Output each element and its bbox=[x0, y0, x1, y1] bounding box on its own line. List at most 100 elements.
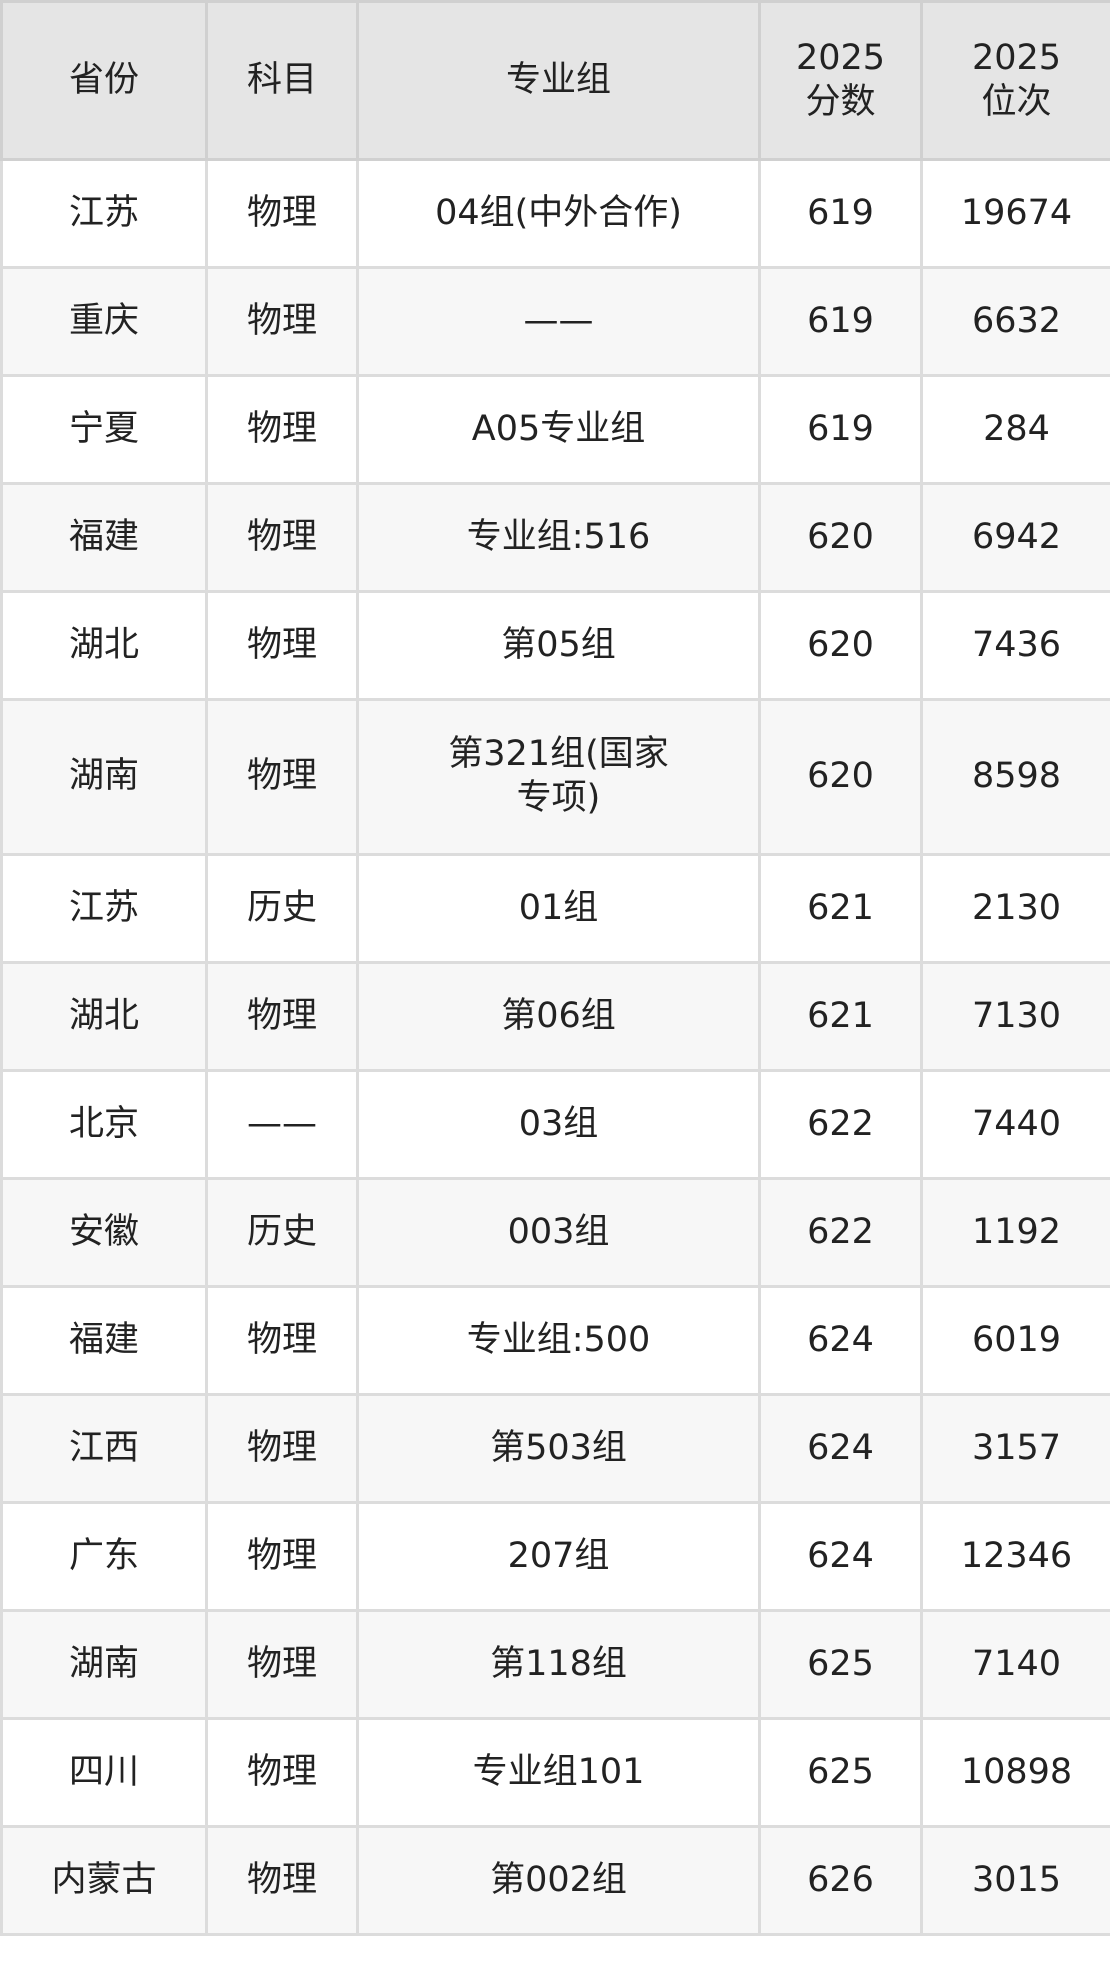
cell-major-group: 第118组 bbox=[356, 1609, 761, 1720]
cell-score: 620 bbox=[758, 482, 923, 593]
admission-score-table: 省份 科目 专业组 2025 分数 2025 位次 江苏 物理 04组(中外合作) 6… bbox=[0, 0, 1110, 1936]
cell-score: 624 bbox=[758, 1501, 923, 1612]
cell-rank: 6019 bbox=[920, 1285, 1110, 1396]
cell-major-group: 01组 bbox=[356, 853, 761, 964]
cell-score: 624 bbox=[758, 1393, 923, 1504]
cell-province: 重庆 bbox=[0, 266, 208, 377]
table-row: 福建 物理 专业组:516 620 6942 bbox=[0, 482, 1110, 593]
cell-rank: 7140 bbox=[920, 1609, 1110, 1720]
cell-major-group: 第321组(国家专项) bbox=[356, 698, 761, 856]
table-row: 宁夏 物理 A05专业组 619 284 bbox=[0, 374, 1110, 485]
cell-major-group: 第06组 bbox=[356, 961, 761, 1072]
cell-score: 622 bbox=[758, 1069, 923, 1180]
cell-province: 江苏 bbox=[0, 158, 208, 269]
cell-score: 621 bbox=[758, 853, 923, 964]
header-subject: 科目 bbox=[205, 0, 359, 161]
cell-subject: 物理 bbox=[205, 1825, 359, 1936]
cell-score: 619 bbox=[758, 158, 923, 269]
cell-rank: 19674 bbox=[920, 158, 1110, 269]
cell-province: 四川 bbox=[0, 1717, 208, 1828]
cell-score: 625 bbox=[758, 1609, 923, 1720]
cell-rank: 7436 bbox=[920, 590, 1110, 701]
cell-major-group: 03组 bbox=[356, 1069, 761, 1180]
cell-province: 广东 bbox=[0, 1501, 208, 1612]
cell-province: 安徽 bbox=[0, 1177, 208, 1288]
cell-province: 湖北 bbox=[0, 961, 208, 1072]
cell-major-group: 207组 bbox=[356, 1501, 761, 1612]
table-row: 湖北 物理 第06组 621 7130 bbox=[0, 961, 1110, 1072]
cell-major-group: 专业组:500 bbox=[356, 1285, 761, 1396]
cell-major-group: 第503组 bbox=[356, 1393, 761, 1504]
cell-score: 621 bbox=[758, 961, 923, 1072]
cell-rank: 1192 bbox=[920, 1177, 1110, 1288]
cell-major-group: 第002组 bbox=[356, 1825, 761, 1936]
header-score: 2025 分数 bbox=[758, 0, 923, 161]
cell-subject: 物理 bbox=[205, 590, 359, 701]
cell-score: 620 bbox=[758, 698, 923, 856]
cell-rank: 284 bbox=[920, 374, 1110, 485]
cell-province: 江苏 bbox=[0, 853, 208, 964]
cell-rank: 3157 bbox=[920, 1393, 1110, 1504]
cell-score: 619 bbox=[758, 266, 923, 377]
cell-major-group: 专业组:516 bbox=[356, 482, 761, 593]
header-province: 省份 bbox=[0, 0, 208, 161]
table-row: 四川 物理 专业组101 625 10898 bbox=[0, 1717, 1110, 1828]
cell-rank: 6632 bbox=[920, 266, 1110, 377]
cell-province: 北京 bbox=[0, 1069, 208, 1180]
table-row: 湖南 物理 第118组 625 7140 bbox=[0, 1609, 1110, 1720]
table-row: 广东 物理 207组 624 12346 bbox=[0, 1501, 1110, 1612]
cell-subject: 物理 bbox=[205, 1609, 359, 1720]
header-rank: 2025 位次 bbox=[920, 0, 1110, 161]
table-row: 江苏 历史 01组 621 2130 bbox=[0, 853, 1110, 964]
cell-rank: 8598 bbox=[920, 698, 1110, 856]
table-row: 福建 物理 专业组:500 624 6019 bbox=[0, 1285, 1110, 1396]
cell-major-group: A05专业组 bbox=[356, 374, 761, 485]
table-row: 江苏 物理 04组(中外合作) 619 19674 bbox=[0, 158, 1110, 269]
cell-rank: 3015 bbox=[920, 1825, 1110, 1936]
cell-province: 湖北 bbox=[0, 590, 208, 701]
header-major-group: 专业组 bbox=[356, 0, 761, 161]
cell-rank: 10898 bbox=[920, 1717, 1110, 1828]
cell-province: 湖南 bbox=[0, 1609, 208, 1720]
table-row: 湖北 物理 第05组 620 7436 bbox=[0, 590, 1110, 701]
table-row: 江西 物理 第503组 624 3157 bbox=[0, 1393, 1110, 1504]
cell-province: 湖南 bbox=[0, 698, 208, 856]
cell-major-group: 003组 bbox=[356, 1177, 761, 1288]
cell-rank: 7440 bbox=[920, 1069, 1110, 1180]
cell-subject: 物理 bbox=[205, 158, 359, 269]
cell-subject: 物理 bbox=[205, 1393, 359, 1504]
cell-province: 福建 bbox=[0, 1285, 208, 1396]
cell-score: 619 bbox=[758, 374, 923, 485]
cell-score: 620 bbox=[758, 590, 923, 701]
cell-subject: 历史 bbox=[205, 1177, 359, 1288]
cell-subject: 历史 bbox=[205, 853, 359, 964]
cell-major-group: 04组(中外合作) bbox=[356, 158, 761, 269]
cell-province: 内蒙古 bbox=[0, 1825, 208, 1936]
cell-score: 624 bbox=[758, 1285, 923, 1396]
cell-subject: 物理 bbox=[205, 374, 359, 485]
cell-score: 626 bbox=[758, 1825, 923, 1936]
cell-province: 宁夏 bbox=[0, 374, 208, 485]
cell-subject: 物理 bbox=[205, 482, 359, 593]
cell-province: 江西 bbox=[0, 1393, 208, 1504]
table-row: 安徽 历史 003组 622 1192 bbox=[0, 1177, 1110, 1288]
cell-major-group: 专业组101 bbox=[356, 1717, 761, 1828]
table-row: 内蒙古 物理 第002组 626 3015 bbox=[0, 1825, 1110, 1936]
cell-subject: 物理 bbox=[205, 1501, 359, 1612]
cell-rank: 2130 bbox=[920, 853, 1110, 964]
cell-province: 福建 bbox=[0, 482, 208, 593]
cell-subject: 物理 bbox=[205, 1285, 359, 1396]
table-row: 重庆 物理 —— 619 6632 bbox=[0, 266, 1110, 377]
cell-rank: 12346 bbox=[920, 1501, 1110, 1612]
cell-subject: 物理 bbox=[205, 266, 359, 377]
cell-rank: 7130 bbox=[920, 961, 1110, 1072]
cell-subject: —— bbox=[205, 1069, 359, 1180]
table-row: 北京 —— 03组 622 7440 bbox=[0, 1069, 1110, 1180]
cell-subject: 物理 bbox=[205, 961, 359, 1072]
cell-score: 625 bbox=[758, 1717, 923, 1828]
table-row: 湖南 物理 第321组(国家专项) 620 8598 bbox=[0, 698, 1110, 856]
header-row: 省份 科目 专业组 2025 分数 2025 位次 bbox=[0, 0, 1110, 161]
cell-score: 622 bbox=[758, 1177, 923, 1288]
cell-major-group: —— bbox=[356, 266, 761, 377]
cell-rank: 6942 bbox=[920, 482, 1110, 593]
